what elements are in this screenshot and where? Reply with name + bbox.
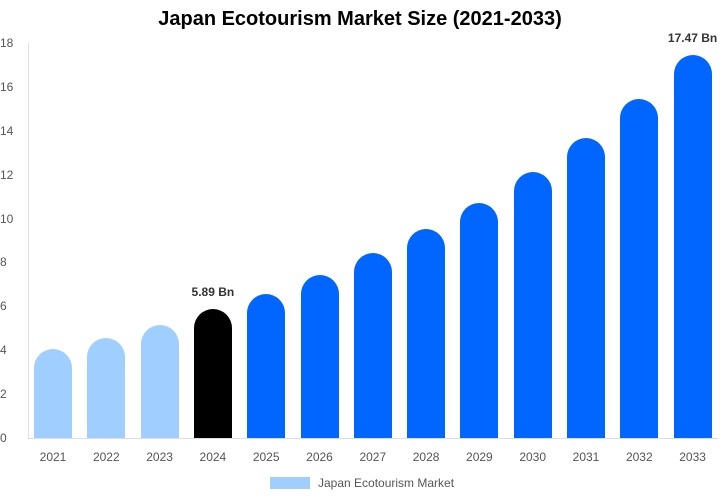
- x-tick-label: 2031: [572, 450, 600, 464]
- x-tick-label: 2032: [625, 450, 653, 464]
- x-tick-label: 2030: [519, 450, 547, 464]
- x-tick-label: 2026: [306, 450, 333, 464]
- bar-2029[interactable]: [460, 202, 499, 438]
- y-tick-label: 2: [0, 387, 7, 402]
- bar-2031[interactable]: [567, 138, 605, 438]
- bar-2023[interactable]: [140, 325, 179, 438]
- x-tick-label: 2025: [252, 450, 280, 464]
- y-axis-line: [28, 43, 29, 438]
- x-tick-label: 2024: [199, 450, 227, 464]
- x-tick-label: 2033: [679, 450, 706, 464]
- x-tick-label: 2029: [466, 450, 493, 464]
- value-label: 5.89 Bn: [191, 284, 235, 299]
- x-axis-line: [28, 438, 718, 439]
- bar-2022[interactable]: [87, 337, 126, 438]
- y-tick-label: 0: [0, 431, 7, 445]
- x-tick-label: 2028: [412, 450, 440, 464]
- y-tick-label: 18: [0, 36, 14, 50]
- plot-area: [28, 43, 718, 438]
- y-tick-label: 8: [0, 255, 7, 270]
- bar-2027[interactable]: [353, 253, 392, 438]
- x-tick-label: 2023: [146, 450, 173, 464]
- x-tick-label: 2022: [92, 450, 120, 464]
- legend-label: Japan Ecotourism Market: [318, 476, 455, 490]
- bar-2033[interactable]: [673, 54, 712, 438]
- y-tick-label: 16: [0, 79, 14, 94]
- bar-2024[interactable]: [193, 308, 232, 438]
- bar-2021[interactable]: [34, 349, 72, 438]
- x-tick-label: 2021: [39, 450, 67, 464]
- y-tick-label: 10: [0, 211, 14, 226]
- legend-swatch: [270, 477, 310, 489]
- y-tick-label: 6: [0, 299, 7, 314]
- bar-2032[interactable]: [620, 98, 659, 438]
- legend[interactable]: Japan Ecotourism Market: [270, 476, 454, 490]
- x-tick-label: 2027: [359, 450, 387, 464]
- chart-title: Japan Ecotourism Market Size (2021-2033): [158, 8, 562, 30]
- bar-2025[interactable]: [247, 294, 286, 438]
- y-tick-label: 14: [0, 123, 14, 138]
- y-tick-label: 4: [0, 343, 7, 358]
- value-label: 17.47 Bn: [667, 30, 718, 45]
- y-tick-label: 12: [0, 167, 14, 182]
- bar-2028[interactable]: [407, 228, 446, 438]
- bar-2030[interactable]: [513, 172, 552, 438]
- bar-2026[interactable]: [300, 274, 339, 438]
